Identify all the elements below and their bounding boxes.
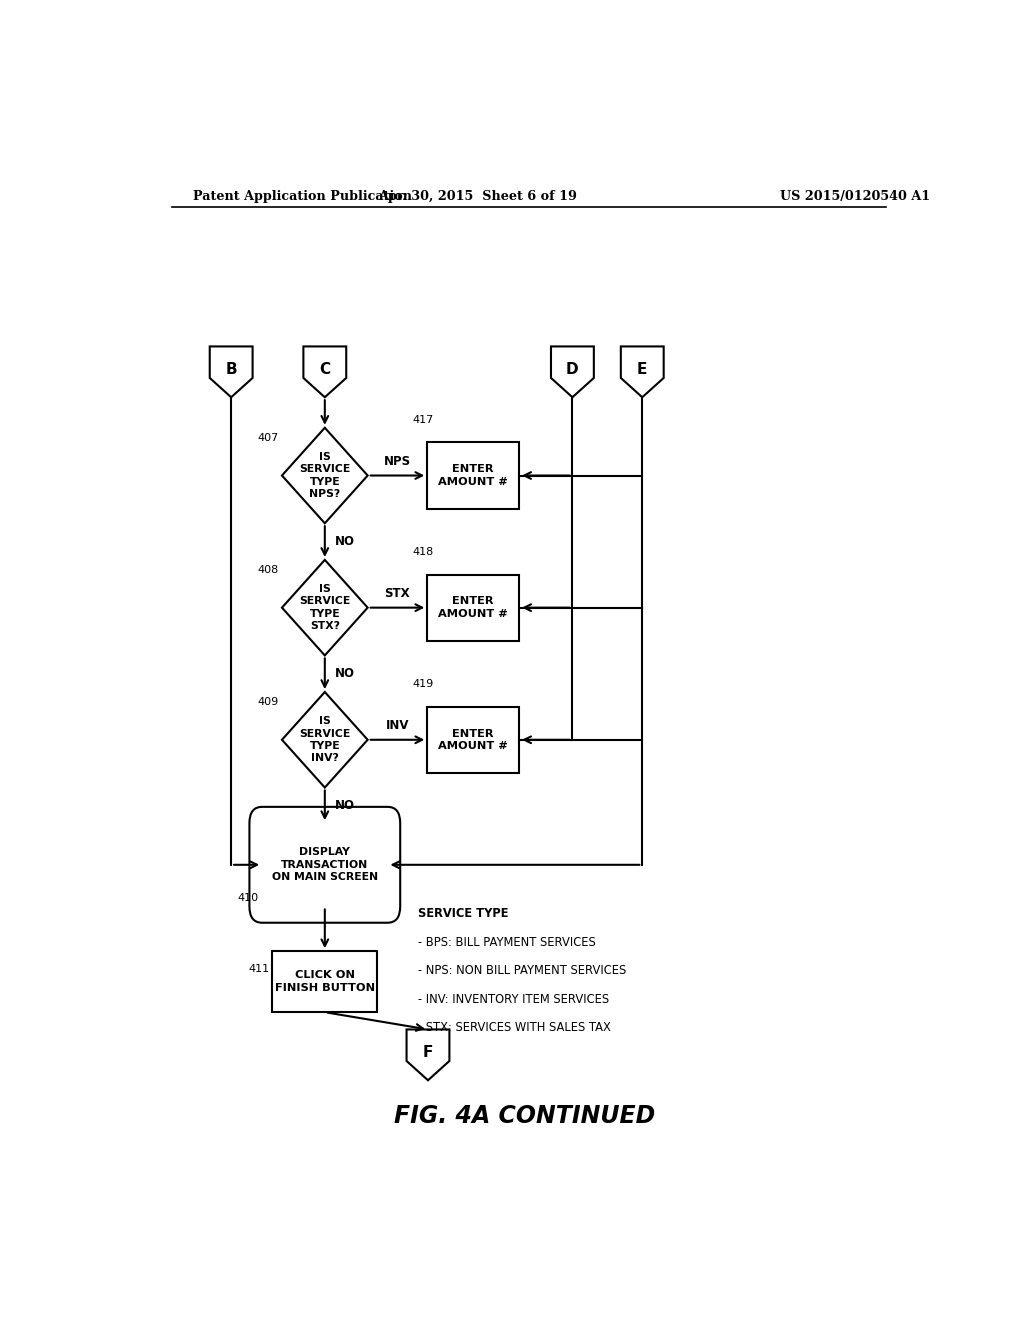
Text: 408: 408 bbox=[257, 565, 279, 576]
Text: 407: 407 bbox=[257, 433, 279, 444]
Text: NO: NO bbox=[335, 667, 355, 680]
Text: E: E bbox=[637, 362, 647, 378]
Text: 409: 409 bbox=[257, 697, 279, 708]
Text: 419: 419 bbox=[413, 680, 433, 689]
Text: FIG. 4A CONTINUED: FIG. 4A CONTINUED bbox=[394, 1104, 655, 1127]
Text: NPS: NPS bbox=[384, 455, 411, 467]
Text: D: D bbox=[566, 362, 579, 378]
Text: SERVICE TYPE: SERVICE TYPE bbox=[418, 907, 508, 920]
Text: US 2015/0120540 A1: US 2015/0120540 A1 bbox=[780, 190, 931, 202]
Text: NO: NO bbox=[335, 799, 355, 812]
Text: 411: 411 bbox=[248, 965, 269, 974]
Text: DISPLAY
TRANSACTION
ON MAIN SCREEN: DISPLAY TRANSACTION ON MAIN SCREEN bbox=[271, 847, 378, 882]
Text: Apr. 30, 2015  Sheet 6 of 19: Apr. 30, 2015 Sheet 6 of 19 bbox=[378, 190, 577, 202]
Text: ENTER
AMOUNT #: ENTER AMOUNT # bbox=[438, 729, 508, 751]
Text: - STX: SERVICES WITH SALES TAX: - STX: SERVICES WITH SALES TAX bbox=[418, 1022, 610, 1035]
Text: Patent Application Publication: Patent Application Publication bbox=[194, 190, 412, 202]
Text: INV: INV bbox=[386, 719, 410, 733]
Text: 417: 417 bbox=[413, 414, 433, 425]
Text: 418: 418 bbox=[413, 548, 433, 557]
Text: 410: 410 bbox=[238, 894, 259, 903]
Text: - INV: INVENTORY ITEM SERVICES: - INV: INVENTORY ITEM SERVICES bbox=[418, 993, 609, 1006]
Text: - NPS: NON BILL PAYMENT SERVICES: - NPS: NON BILL PAYMENT SERVICES bbox=[418, 965, 626, 977]
Text: STX: STX bbox=[385, 587, 411, 599]
Text: ENTER
AMOUNT #: ENTER AMOUNT # bbox=[438, 465, 508, 487]
Text: NO: NO bbox=[335, 535, 355, 548]
Text: IS
SERVICE
TYPE
STX?: IS SERVICE TYPE STX? bbox=[299, 583, 350, 631]
Text: CLICK ON
FINISH BUTTON: CLICK ON FINISH BUTTON bbox=[274, 970, 375, 993]
Text: IS
SERVICE
TYPE
NPS?: IS SERVICE TYPE NPS? bbox=[299, 451, 350, 499]
Text: F: F bbox=[423, 1045, 433, 1060]
Text: B: B bbox=[225, 362, 237, 378]
Text: C: C bbox=[319, 362, 331, 378]
Text: ENTER
AMOUNT #: ENTER AMOUNT # bbox=[438, 597, 508, 619]
Text: IS
SERVICE
TYPE
INV?: IS SERVICE TYPE INV? bbox=[299, 717, 350, 763]
Text: - BPS: BILL PAYMENT SERVICES: - BPS: BILL PAYMENT SERVICES bbox=[418, 936, 595, 949]
